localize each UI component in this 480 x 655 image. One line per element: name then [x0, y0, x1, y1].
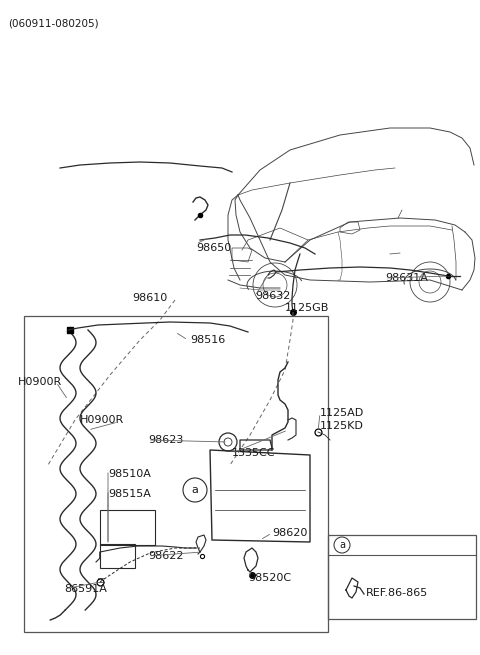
Text: 98515A: 98515A	[108, 489, 151, 499]
Bar	[100, 510, 155, 545]
Text: 1125AD: 1125AD	[320, 408, 364, 418]
Text: 98623: 98623	[148, 435, 183, 445]
Text: a: a	[192, 485, 198, 495]
Text: 1335CC: 1335CC	[232, 448, 276, 458]
Text: 98520C: 98520C	[248, 573, 291, 583]
Text: H0900R: H0900R	[18, 377, 62, 387]
Text: REF.86-865: REF.86-865	[366, 588, 428, 598]
Text: a: a	[339, 540, 345, 550]
Text: H0900R: H0900R	[80, 415, 124, 425]
Text: 1125KD: 1125KD	[320, 421, 364, 431]
Text: 98510A: 98510A	[108, 469, 151, 479]
Bar	[24, 316, 328, 632]
Text: 98620: 98620	[272, 528, 307, 538]
Text: 98622: 98622	[148, 551, 183, 561]
Text: 98610: 98610	[132, 293, 167, 303]
Text: 98516: 98516	[190, 335, 225, 345]
Bar	[100, 544, 135, 568]
Text: 98650: 98650	[196, 243, 231, 253]
Text: 98631A: 98631A	[385, 273, 428, 283]
Text: 98632: 98632	[255, 291, 290, 301]
Text: 1125GB: 1125GB	[285, 303, 329, 313]
Text: 86591A: 86591A	[64, 584, 107, 594]
Bar	[328, 535, 476, 619]
Text: (060911-080205): (060911-080205)	[8, 18, 98, 28]
